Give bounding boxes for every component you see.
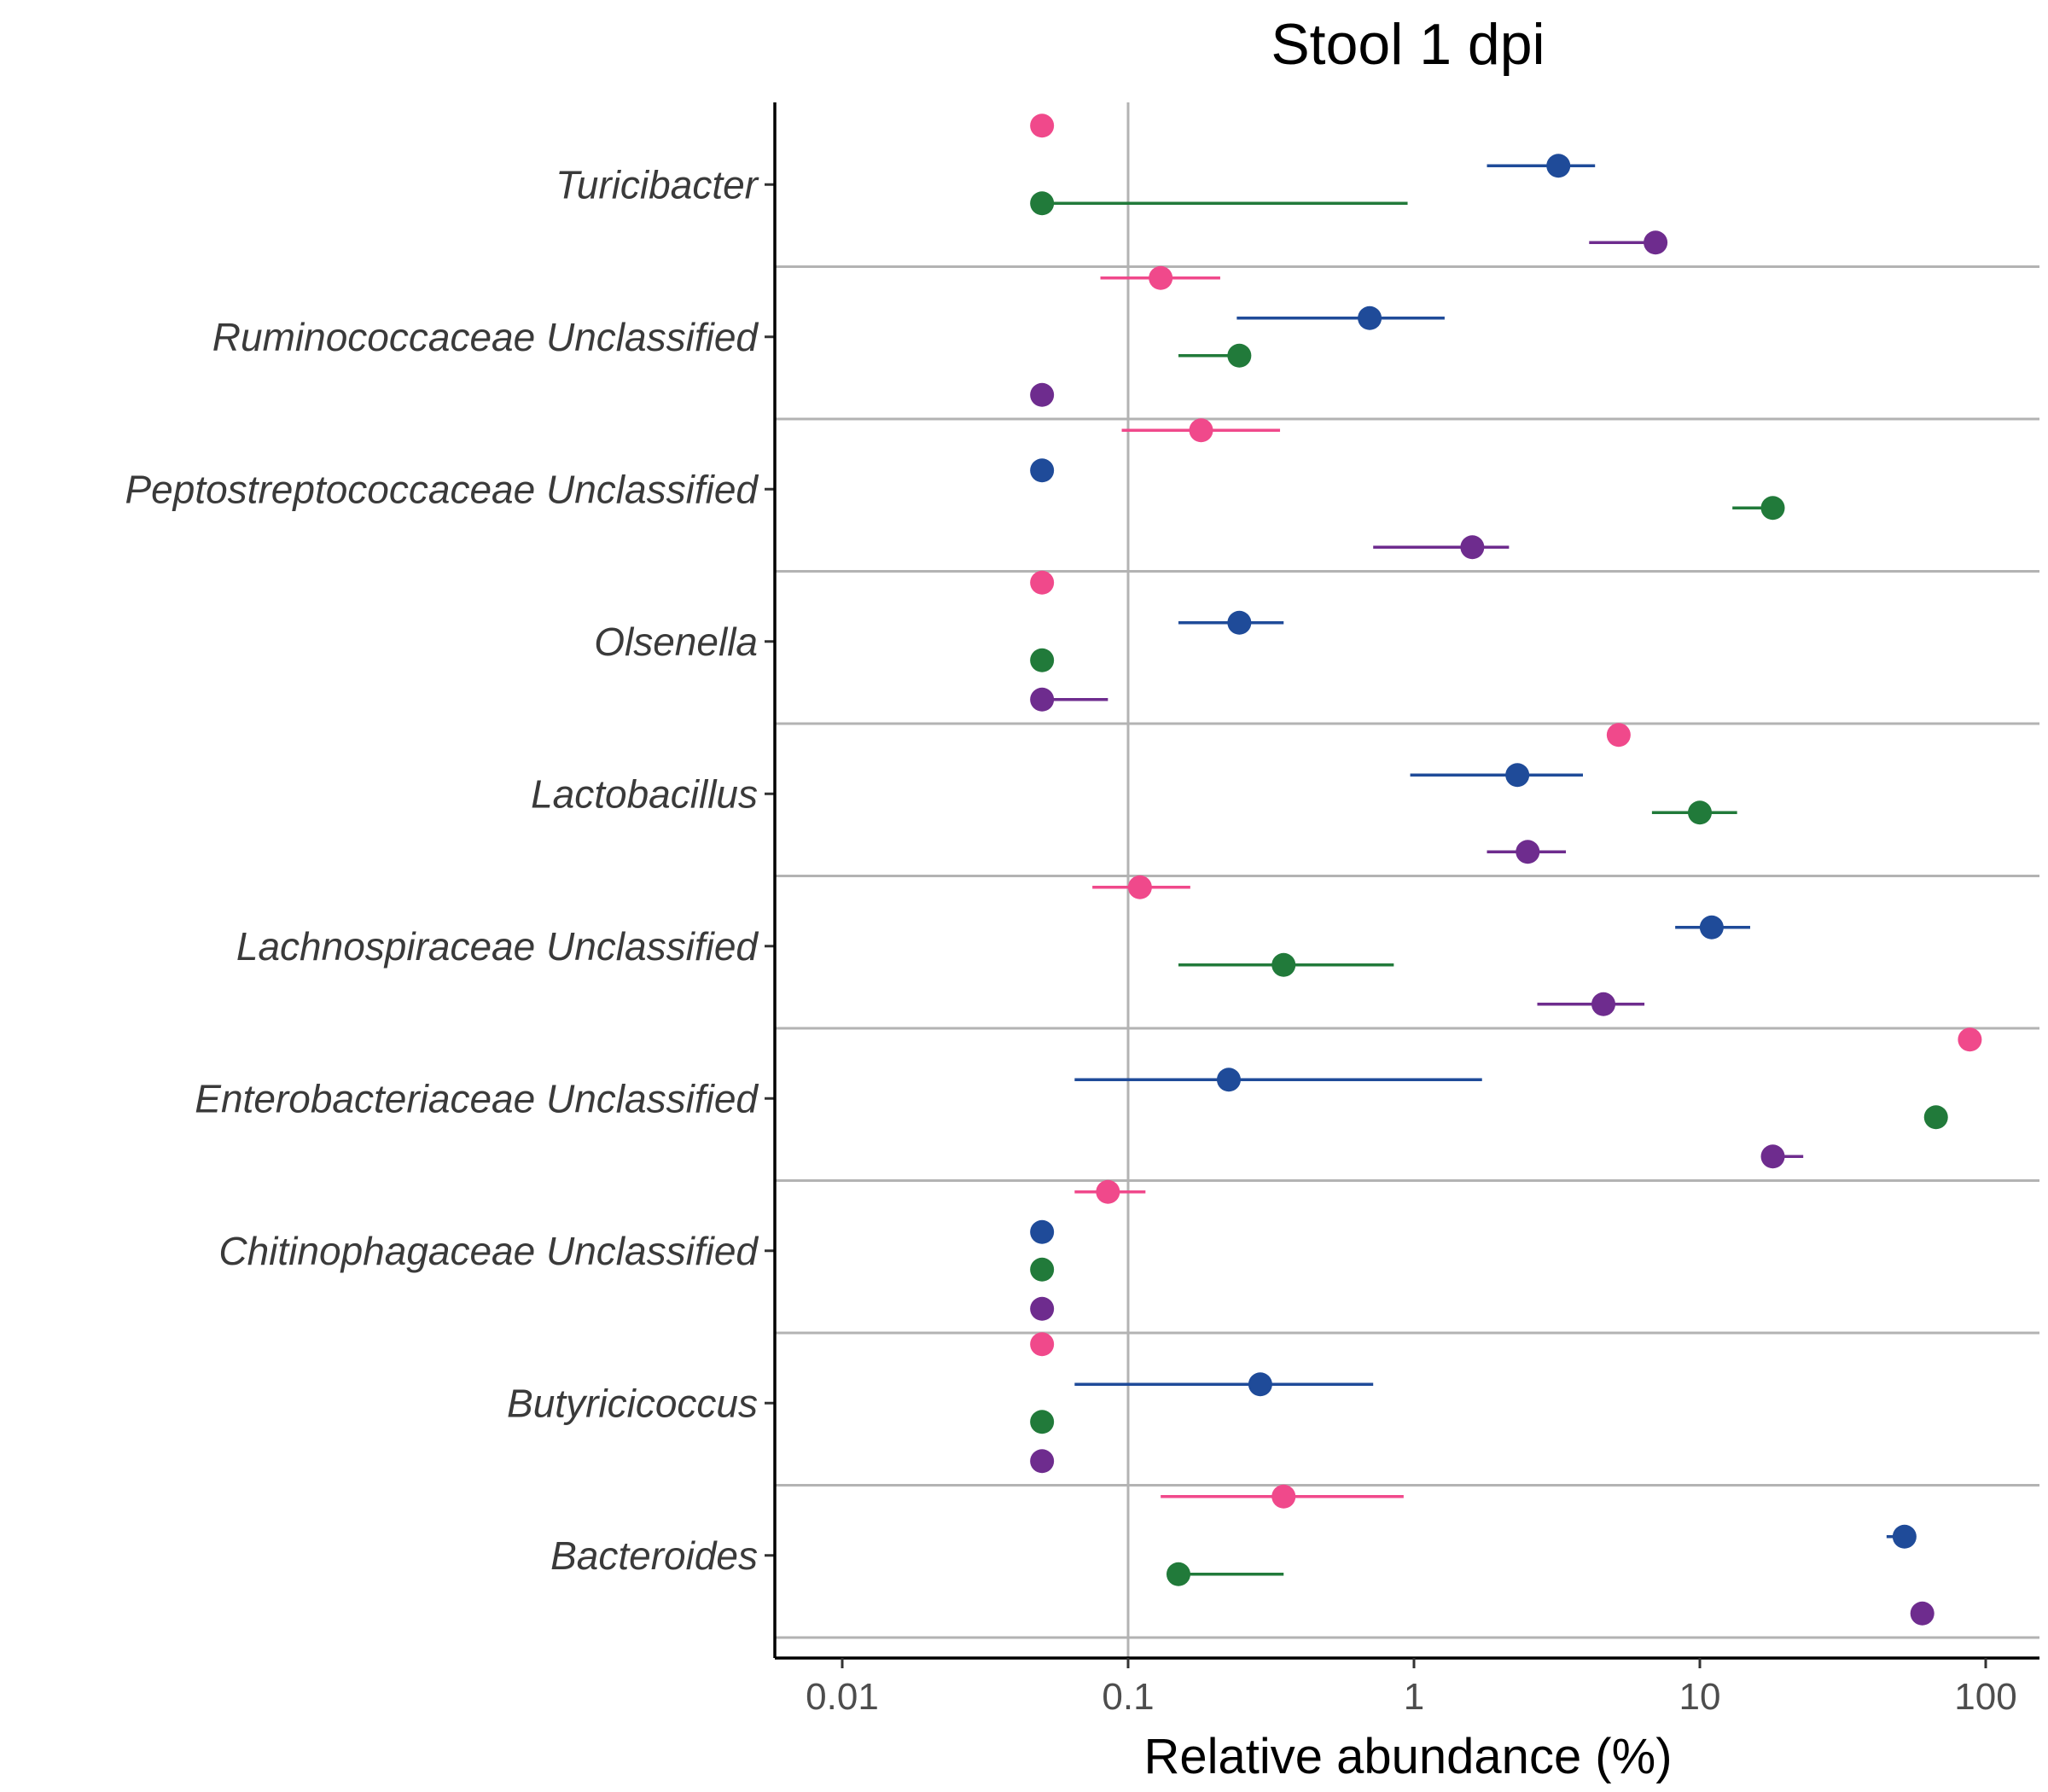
data-point xyxy=(1030,1332,1055,1357)
x-tick-label: 0.01 xyxy=(806,1676,879,1718)
data-point xyxy=(1760,496,1785,521)
data-point xyxy=(1030,1449,1055,1474)
data-point xyxy=(1271,1484,1296,1509)
data-point xyxy=(1923,1105,1948,1130)
data-point xyxy=(1227,343,1252,368)
data-point xyxy=(1227,610,1252,635)
data-point xyxy=(1606,723,1631,748)
y-tick-label: Butyricicoccus xyxy=(507,1381,758,1425)
data-point xyxy=(1030,382,1055,407)
data-point xyxy=(1096,1179,1120,1204)
data-point xyxy=(1030,648,1055,672)
data-point xyxy=(1030,1257,1055,1282)
data-point xyxy=(1958,1027,1982,1052)
y-tick-label: Turicibacter xyxy=(556,162,759,207)
y-tick-label: Ruminococcaceae Unclassified xyxy=(212,315,759,359)
data-point xyxy=(1030,458,1055,483)
data-point xyxy=(1030,191,1055,216)
y-tick-label: Bacteroides xyxy=(550,1533,758,1578)
category-separators xyxy=(775,265,2039,1639)
data-point xyxy=(1644,230,1668,255)
data-point xyxy=(1030,687,1055,712)
x-tick-label: 0.1 xyxy=(1102,1676,1154,1718)
data-marks xyxy=(1030,113,1982,1626)
data-point xyxy=(1030,1296,1055,1321)
data-point xyxy=(1248,1372,1272,1397)
data-point xyxy=(1030,570,1055,595)
y-tick-label: Lactobacillus xyxy=(531,771,758,816)
y-tick-label: Lachnospiraceae Unclassified xyxy=(236,924,759,969)
data-point xyxy=(1030,113,1055,138)
data-point xyxy=(1030,1219,1055,1244)
data-point xyxy=(1030,1410,1055,1434)
x-tick-label: 10 xyxy=(1679,1676,1721,1718)
data-point xyxy=(1358,305,1382,330)
data-point xyxy=(1688,800,1712,825)
y-tick-label: Chitinophagaceae Unclassified xyxy=(218,1229,759,1273)
data-point xyxy=(1216,1068,1241,1092)
y-tick-label: Olsenella xyxy=(594,620,758,664)
data-point xyxy=(1591,992,1616,1016)
data-point xyxy=(1460,535,1485,560)
y-tick-label: Enterobacteriaceae Unclassified xyxy=(195,1076,759,1120)
data-point xyxy=(1699,915,1724,940)
data-point xyxy=(1546,154,1571,178)
data-point xyxy=(1166,1562,1190,1586)
y-axis-labels: Turicibacter Ruminococcaceae Unclassified… xyxy=(125,162,759,1578)
x-tick-label: 100 xyxy=(1954,1676,2016,1718)
x-axis-ticks: 0.01 0.1 1 10 100 xyxy=(806,1658,2017,1718)
y-tick-label: Peptostreptococcaceae Unclassified xyxy=(125,467,759,511)
x-axis-label: Relative abundance (%) xyxy=(1143,1729,1672,1784)
axes xyxy=(765,102,2039,1660)
data-point xyxy=(1505,763,1530,788)
data-point xyxy=(1892,1524,1917,1549)
data-point xyxy=(1149,265,1173,290)
x-tick-label: 1 xyxy=(1404,1676,1424,1718)
data-point xyxy=(1760,1144,1785,1169)
data-point xyxy=(1189,418,1213,443)
data-point xyxy=(1271,952,1296,977)
data-point xyxy=(1516,840,1540,864)
data-point xyxy=(1910,1601,1935,1626)
chart-title: Stool 1 dpi xyxy=(1271,12,1545,77)
data-point xyxy=(1127,875,1152,899)
